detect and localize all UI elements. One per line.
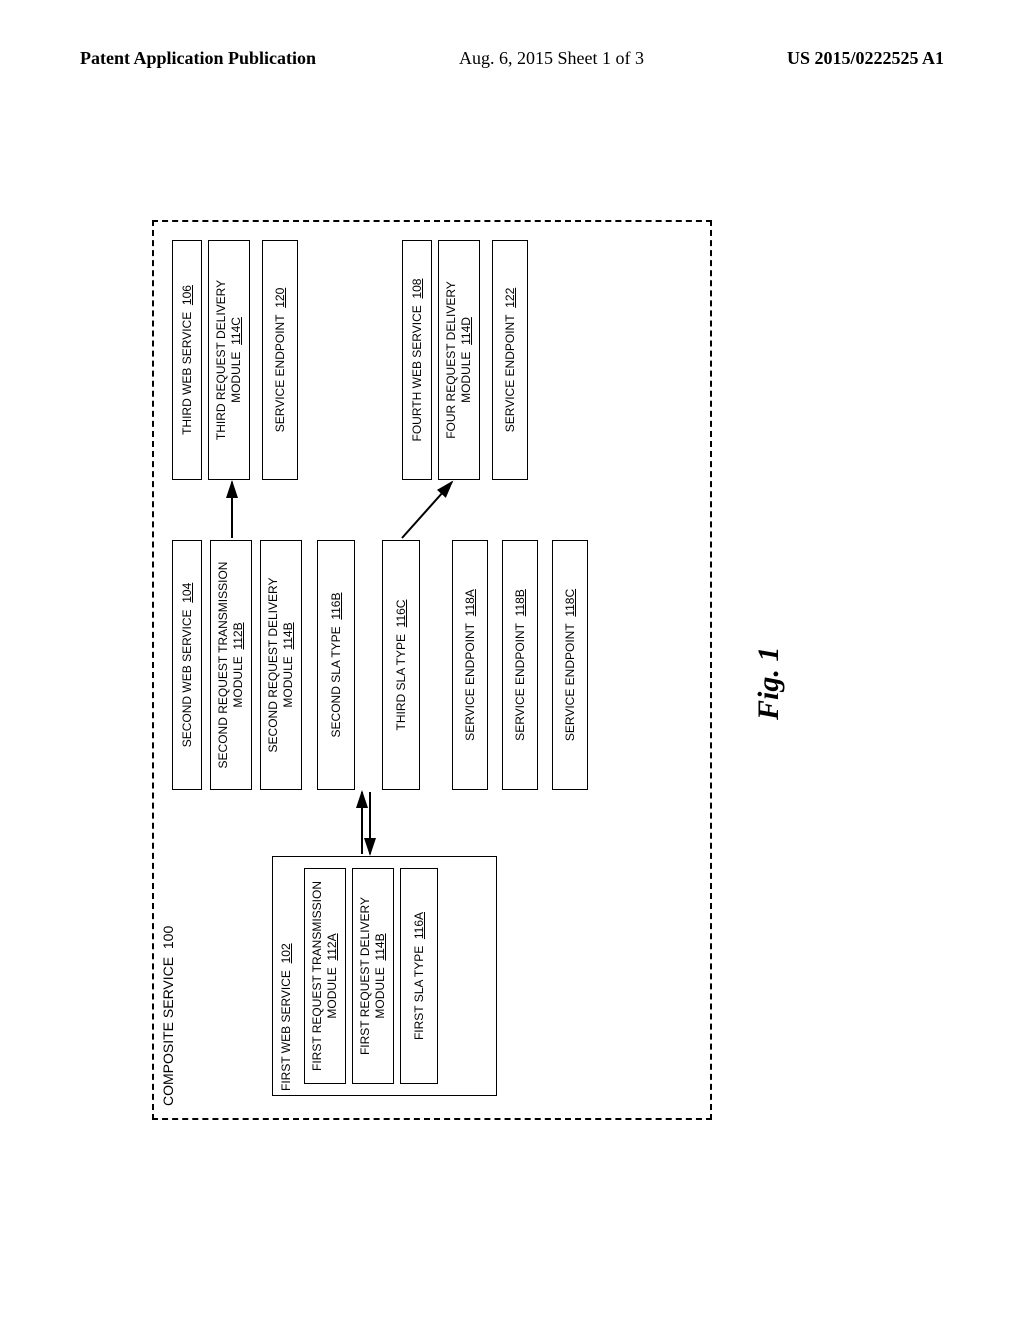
figure-label: Fig. 1 <box>752 647 786 720</box>
composite-title-text: COMPOSITE SERVICE <box>160 957 176 1106</box>
first-sla-type: FIRST SLA TYPE 116A <box>400 868 438 1084</box>
service-endpoint-122: SERVICE ENDPOINT 122 <box>492 240 528 480</box>
diagram-rotated: COMPOSITE SERVICE 100 FIRST WEB SERVICE … <box>62 310 962 1030</box>
third-web-service: THIRD WEB SERVICE 106 <box>172 240 202 480</box>
four-request-delivery-module: FOUR REQUEST DELIVERY MODULE 114D <box>438 240 480 480</box>
second-request-delivery-module: SECOND REQUEST DELIVERY MODULE 114B <box>260 540 302 790</box>
second-sla-type: SECOND SLA TYPE 116B <box>317 540 355 790</box>
service-endpoint-118a: SERVICE ENDPOINT 118A <box>452 540 488 790</box>
second-web-service: SECOND WEB SERVICE 104 <box>172 540 202 790</box>
header-left: Patent Application Publication <box>80 48 316 69</box>
page-frame: COMPOSITE SERVICE 100 FIRST WEB SERVICE … <box>70 90 954 1250</box>
composite-ref: 100 <box>160 926 176 949</box>
header-center: Aug. 6, 2015 Sheet 1 of 3 <box>459 48 644 69</box>
page-header: Patent Application Publication Aug. 6, 2… <box>0 48 1024 69</box>
service-endpoint-120: SERVICE ENDPOINT 120 <box>262 240 298 480</box>
composite-service-label: COMPOSITE SERVICE 100 <box>160 926 176 1106</box>
fourth-web-service: FOURTH WEB SERVICE 108 <box>402 240 432 480</box>
first-request-transmission-module: FIRST REQUEST TRANSMISSION MODULE 112A <box>304 868 346 1084</box>
service-endpoint-118c: SERVICE ENDPOINT 118C <box>552 540 588 790</box>
second-request-transmission-module: SECOND REQUEST TRANSMISSION MODULE 112B <box>210 540 252 790</box>
first-request-delivery-module: FIRST REQUEST DELIVERY MODULE 114B <box>352 868 394 1084</box>
first-web-service-label: FIRST WEB SERVICE 102 <box>279 943 294 1091</box>
third-sla-type: THIRD SLA TYPE 116C <box>382 540 420 790</box>
header-right: US 2015/0222525 A1 <box>787 48 944 69</box>
third-request-delivery-module: THIRD REQUEST DELIVERY MODULE 114C <box>208 240 250 480</box>
service-endpoint-118b: SERVICE ENDPOINT 118B <box>502 540 538 790</box>
diagram-canvas: COMPOSITE SERVICE 100 FIRST WEB SERVICE … <box>152 220 872 1120</box>
